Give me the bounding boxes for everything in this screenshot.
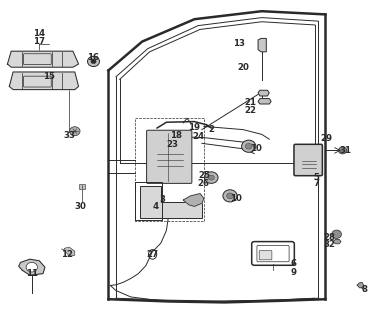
Text: 13: 13 xyxy=(233,39,245,48)
Polygon shape xyxy=(258,99,271,104)
Circle shape xyxy=(338,147,347,154)
Text: 4: 4 xyxy=(152,202,158,211)
Polygon shape xyxy=(19,259,45,275)
Text: 21: 21 xyxy=(245,98,257,107)
Text: 29: 29 xyxy=(320,134,332,143)
Text: 7: 7 xyxy=(313,180,319,188)
Text: 10: 10 xyxy=(230,194,242,203)
Text: 11: 11 xyxy=(26,269,38,278)
Polygon shape xyxy=(7,51,79,67)
Polygon shape xyxy=(9,72,79,90)
Text: 12: 12 xyxy=(61,250,73,259)
Text: 2: 2 xyxy=(208,125,214,134)
Text: 5: 5 xyxy=(313,173,319,182)
Circle shape xyxy=(332,230,341,238)
Circle shape xyxy=(205,172,218,183)
Circle shape xyxy=(208,175,214,180)
Text: 24: 24 xyxy=(192,132,204,141)
Text: 20: 20 xyxy=(237,63,249,72)
Text: 15: 15 xyxy=(43,72,55,81)
Text: 32: 32 xyxy=(323,240,335,249)
Text: 33: 33 xyxy=(63,132,75,140)
Text: 6: 6 xyxy=(291,260,297,268)
Text: 26: 26 xyxy=(198,179,210,188)
Text: 18: 18 xyxy=(170,132,182,140)
Polygon shape xyxy=(357,282,364,288)
Text: 3: 3 xyxy=(160,196,166,204)
Circle shape xyxy=(245,143,252,149)
Circle shape xyxy=(70,127,80,136)
Text: 17: 17 xyxy=(33,37,45,46)
Polygon shape xyxy=(140,186,202,218)
Circle shape xyxy=(88,56,99,67)
Text: 9: 9 xyxy=(291,268,297,277)
Text: 8: 8 xyxy=(362,285,368,294)
Circle shape xyxy=(227,193,233,199)
Polygon shape xyxy=(183,194,204,206)
Text: 22: 22 xyxy=(245,106,257,115)
Text: 16: 16 xyxy=(88,53,99,62)
Text: 31: 31 xyxy=(340,146,352,155)
Polygon shape xyxy=(258,38,266,52)
FancyBboxPatch shape xyxy=(294,144,322,176)
Polygon shape xyxy=(258,90,269,96)
FancyBboxPatch shape xyxy=(147,130,192,183)
Polygon shape xyxy=(64,247,75,256)
Text: 19: 19 xyxy=(188,124,200,132)
Circle shape xyxy=(223,190,237,202)
Text: 28: 28 xyxy=(323,233,335,242)
Polygon shape xyxy=(79,184,85,189)
Circle shape xyxy=(242,140,256,152)
Circle shape xyxy=(26,262,37,272)
Text: 25: 25 xyxy=(198,171,210,180)
Text: 30: 30 xyxy=(74,202,86,211)
Text: 14: 14 xyxy=(33,29,45,38)
Circle shape xyxy=(91,59,96,64)
Text: 27: 27 xyxy=(147,250,159,259)
Polygon shape xyxy=(333,239,341,244)
Text: 23: 23 xyxy=(166,140,178,149)
Text: 10: 10 xyxy=(250,144,262,153)
FancyBboxPatch shape xyxy=(259,251,272,260)
